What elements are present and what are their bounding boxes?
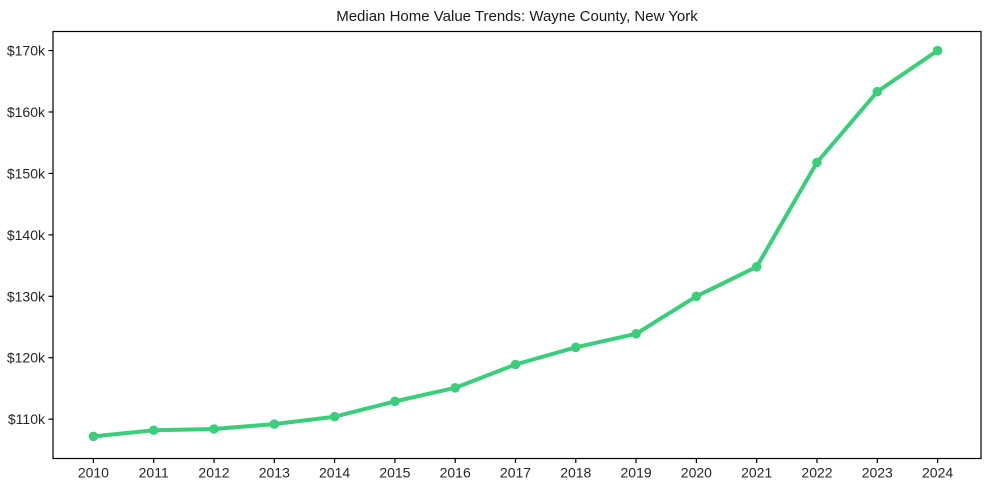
data-point-2015	[390, 396, 400, 407]
data-point-2018	[570, 342, 581, 353]
x-tick-label: 2017	[500, 465, 531, 481]
data-point-2014	[329, 411, 340, 422]
x-axis: 2010 2011 2012 2013 2014 2015 2016 2017 2018 2019…	[78, 458, 953, 481]
plot-border	[52, 30, 982, 460]
x-tick-label: 2018	[560, 465, 591, 481]
x-tick-label: 2022	[801, 465, 832, 481]
y-tick-label: $160k	[7, 104, 46, 120]
y-tick-label: $150k	[7, 165, 46, 181]
y-tick-label: $110k	[8, 411, 46, 427]
data-point-2010	[88, 431, 99, 442]
data-point-2023	[872, 86, 883, 97]
y-tick-label: $130k	[7, 288, 46, 304]
y-tick-label: $170k	[7, 43, 46, 59]
x-tick-label: 2013	[259, 465, 290, 481]
data-point-2012	[209, 424, 219, 434]
x-tick-label: 2016	[440, 465, 471, 481]
y-tick-label: $120k	[7, 350, 46, 366]
trend-line	[91, 48, 940, 439]
x-tick-label: 2024	[922, 465, 953, 481]
data-point-2013	[269, 419, 280, 429]
data-point-2020	[691, 291, 702, 302]
x-tick-label: 2019	[621, 465, 652, 481]
data-point-2016	[450, 383, 460, 393]
x-tick-label: 2023	[862, 465, 893, 481]
data-point-2022	[812, 157, 822, 168]
data-point-2017	[510, 359, 521, 370]
x-tick-label: 2010	[78, 465, 109, 481]
y-axis: $110k $120k $130k $140k $150k $160k $170k	[7, 43, 53, 427]
chart-title: Median Home Value Trends: Wayne County, …	[336, 8, 698, 25]
x-tick-label: 2012	[198, 465, 229, 481]
data-point-2021	[751, 262, 762, 272]
data-point-2011	[148, 425, 159, 436]
x-tick-label: 2011	[139, 465, 169, 481]
x-tick-label: 2020	[681, 465, 712, 481]
data-point-2024	[932, 45, 943, 56]
data-series	[88, 45, 943, 442]
x-tick-label: 2014	[319, 465, 350, 481]
x-tick-label: 2021	[741, 465, 772, 481]
data-point-2019	[631, 328, 641, 339]
y-tick-label: $140k	[7, 227, 46, 243]
x-tick-label: 2015	[379, 465, 410, 481]
